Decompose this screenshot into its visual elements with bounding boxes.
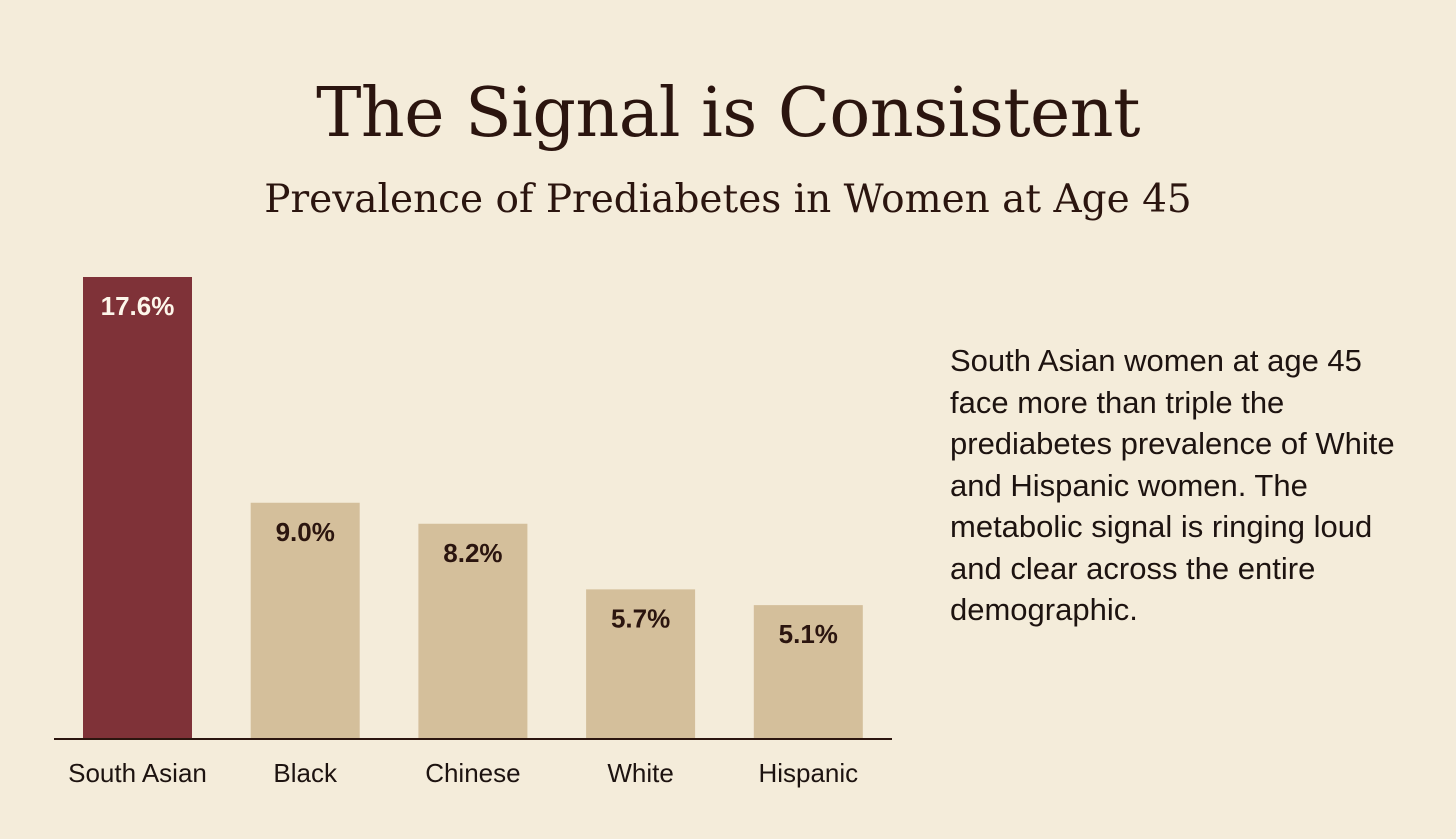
value-label-south-asian: 17.6% xyxy=(101,291,175,321)
bar-chinese xyxy=(418,523,528,739)
value-label-black: 9.0% xyxy=(276,517,335,547)
callout-text: South Asian women at age 45 face more th… xyxy=(950,343,1395,627)
chart-title: The Signal is Consistent xyxy=(316,74,1140,153)
bar-hispanic xyxy=(753,605,863,739)
tick-label-south-asian: South Asian xyxy=(68,758,207,788)
tick-label-black: Black xyxy=(273,758,338,788)
chart-subtitle: Prevalence of Prediabetes in Women at Ag… xyxy=(264,177,1192,222)
bar-south-asian xyxy=(83,277,192,739)
value-label-chinese: 8.2% xyxy=(443,538,502,568)
value-label-white: 5.7% xyxy=(611,603,670,633)
bar-black xyxy=(250,502,360,739)
value-label-hispanic: 5.1% xyxy=(779,619,838,649)
tick-label-chinese: Chinese xyxy=(425,758,520,788)
tick-label-white: White xyxy=(607,758,673,788)
tick-label-hispanic: Hispanic xyxy=(758,758,858,788)
bar-white xyxy=(586,589,696,739)
